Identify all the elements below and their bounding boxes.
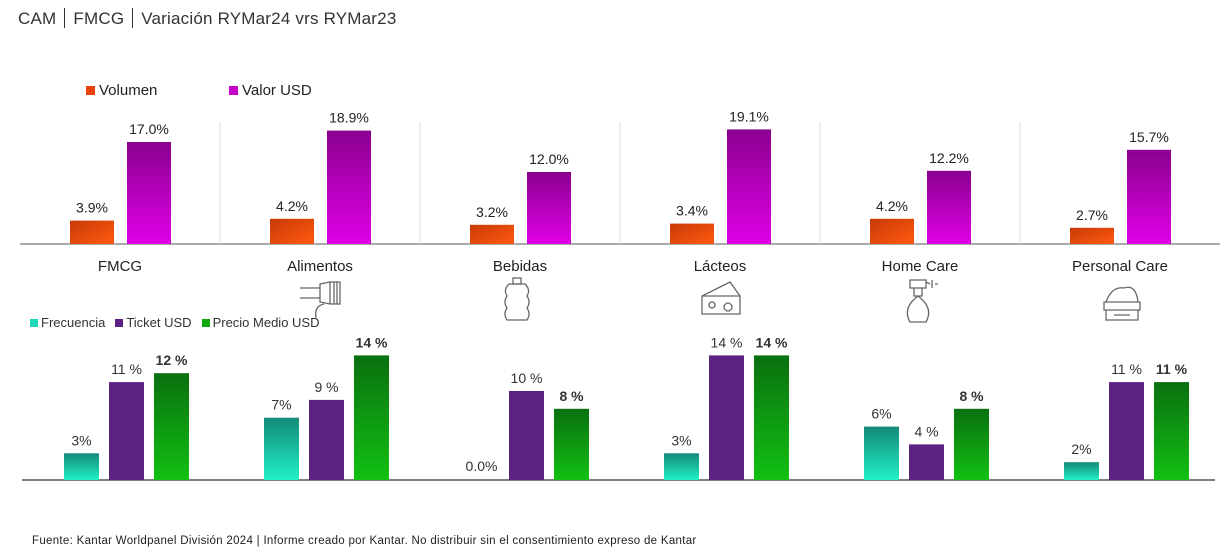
data-label: 17.0%: [129, 121, 169, 137]
legend-label: Frecuencia: [41, 315, 106, 330]
category-label: Bebidas: [493, 258, 547, 275]
data-label: 18.9%: [329, 110, 369, 126]
data-label: 2%: [1071, 441, 1091, 457]
bar-valor: [527, 172, 571, 244]
data-label: 6%: [871, 406, 891, 422]
title-separator: [64, 8, 66, 28]
bar-ticket: [709, 355, 744, 480]
bar-frecuencia: [1064, 462, 1099, 480]
bar-valor: [1127, 149, 1171, 244]
data-label: 11 %: [1156, 361, 1188, 377]
title-category: FMCG: [73, 9, 125, 28]
bar-volumen: [270, 218, 314, 244]
data-label: 14 %: [756, 334, 788, 350]
bar-volumen: [1070, 227, 1114, 244]
bar-volumen: [70, 220, 114, 244]
data-label: 12 %: [156, 352, 188, 368]
legend-valor: Valor USD: [229, 82, 312, 99]
bar-ticket: [909, 444, 944, 480]
bar-volumen: [670, 223, 714, 244]
bar-frecuencia: [864, 426, 899, 480]
bar-frecuencia: [664, 453, 699, 480]
legend-precio: Precio Medio USD: [201, 315, 320, 330]
data-label: 3.4%: [676, 203, 708, 219]
legend-bottom: Frecuencia Ticket USD Precio Medio USD: [30, 315, 320, 330]
title-description: Variación RYMar24 vrs RYMar23: [141, 9, 397, 28]
bar-valor: [727, 129, 771, 244]
bar-precio: [154, 373, 189, 480]
title-separator: [132, 8, 134, 28]
data-label: 11 %: [1111, 361, 1142, 377]
bar-precio: [754, 355, 789, 480]
data-label: 3.2%: [476, 204, 508, 220]
bar-ticket: [109, 382, 144, 480]
cream-jar-icon: [1103, 286, 1141, 321]
data-label: 12.2%: [929, 150, 969, 166]
legend-swatch: [86, 86, 95, 95]
data-label: 2.7%: [1076, 207, 1108, 223]
data-label: 10 %: [511, 370, 543, 386]
category-label: Home Care: [882, 258, 959, 275]
bar-precio: [554, 408, 589, 480]
data-label: 15.7%: [1129, 129, 1169, 145]
data-label: 14 %: [356, 334, 388, 350]
category-label: Lácteos: [694, 258, 747, 275]
bar-volumen: [870, 218, 914, 244]
legend-ticket: Ticket USD: [115, 315, 192, 330]
data-label: 11 %: [111, 361, 142, 377]
footer-source: Fuente: Kantar Worldpanel División 2024 …: [32, 535, 697, 547]
bar-frecuencia: [64, 453, 99, 480]
bar-ticket: [309, 399, 344, 480]
data-label: 8 %: [559, 388, 584, 404]
data-label: 4.2%: [876, 198, 908, 214]
bar-precio: [954, 408, 989, 480]
data-label: 4.2%: [276, 198, 308, 214]
legend-swatch: [201, 319, 210, 327]
bar-precio: [1154, 382, 1189, 480]
data-label: 3.9%: [76, 200, 108, 216]
category-label: FMCG: [98, 258, 142, 275]
bar-ticket: [509, 391, 544, 480]
legend-label: Volumen: [99, 82, 158, 99]
data-label: 12.0%: [529, 151, 569, 167]
category-label: Alimentos: [287, 258, 353, 275]
hand-icon: [300, 281, 341, 319]
data-label: 4 %: [914, 423, 938, 439]
data-label: 14 %: [711, 334, 743, 350]
data-label: 0.0%: [466, 458, 498, 474]
legend-volumen: Volumen: [86, 82, 157, 99]
legend-label: Precio Medio USD: [212, 315, 320, 330]
legend-swatch: [30, 319, 38, 327]
bottle-icon: [504, 277, 530, 321]
category-label: Personal Care: [1072, 258, 1168, 275]
bar-valor: [927, 170, 971, 244]
legend-label: Ticket USD: [126, 315, 192, 330]
bar-frecuencia: [264, 417, 299, 480]
bar-volumen: [470, 224, 514, 244]
data-label: 19.1%: [729, 108, 769, 124]
bar-valor: [327, 130, 371, 244]
legend-swatch: [229, 86, 238, 95]
data-label: 3%: [671, 432, 691, 448]
data-label: 9 %: [314, 379, 338, 395]
legend-frecuencia: Frecuencia: [30, 315, 105, 330]
cheese-icon: [701, 281, 741, 315]
spray-bottle-icon: [906, 279, 938, 323]
legend-label: Valor USD: [242, 82, 312, 99]
data-label: 8 %: [959, 388, 984, 404]
bar-ticket: [1109, 382, 1144, 480]
title-region: CAM: [18, 9, 57, 28]
bar-precio: [354, 355, 389, 480]
bar-valor: [127, 142, 171, 244]
page-title: CAM FMCG Variación RYMar24 vrs RYMar23: [18, 8, 396, 29]
legend-swatch: [115, 319, 124, 327]
data-label: 7%: [271, 397, 291, 413]
data-label: 3%: [71, 432, 91, 448]
